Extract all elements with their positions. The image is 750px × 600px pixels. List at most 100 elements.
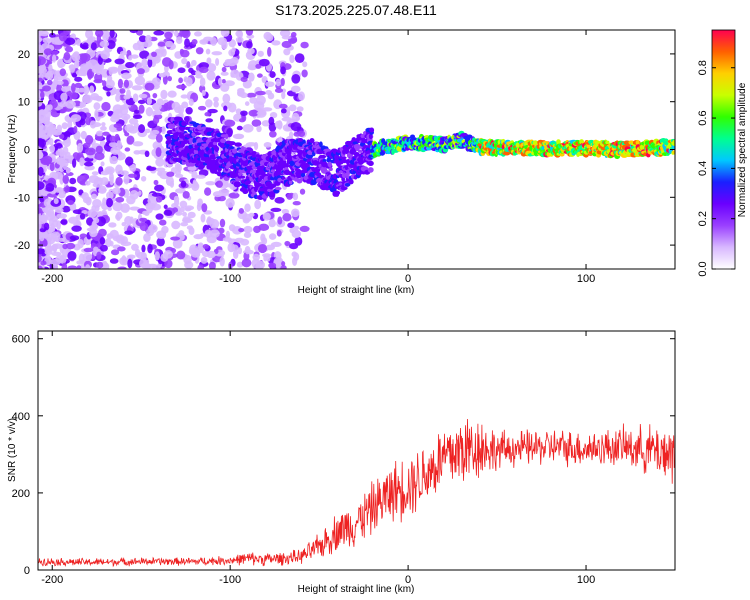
spectrogram-ridge-blob — [340, 186, 348, 191]
spectrogram-noise-blob — [263, 31, 272, 41]
spectrogram-noise-blob — [54, 187, 64, 193]
spectrogram-ridge-blob — [288, 179, 293, 185]
spectrogram-noise-blob — [179, 30, 189, 37]
spectrogram-noise-blob — [62, 243, 68, 250]
spectrogram-noise-blob — [288, 104, 297, 112]
spectrogram-noise-blob — [83, 247, 94, 253]
spectrogram-noise-blob — [181, 101, 189, 109]
spectrogram-noise-blob — [204, 112, 211, 117]
spectrogram-noise-blob — [86, 217, 94, 226]
spectrogram-noise-blob — [248, 60, 259, 70]
spectrogram-noise-blob — [209, 229, 220, 238]
spectrogram-noise-blob — [43, 48, 53, 56]
spectrogram-noise-blob — [278, 103, 288, 109]
spectrogram-noise-blob — [148, 224, 158, 233]
spectrogram-ridge-blob — [339, 156, 347, 160]
spectrogram-noise-blob — [79, 101, 87, 108]
spectrogram-noise-blob — [279, 30, 291, 37]
spectrogram-noise-blob — [206, 57, 212, 65]
spectrogram-ridge-blob — [255, 154, 260, 158]
spectrogram-noise-blob — [222, 93, 231, 104]
spectrogram-noise-blob — [89, 120, 97, 129]
spectrogram-noise-blob — [61, 79, 69, 88]
spectrogram-noise-blob — [69, 235, 80, 241]
spectrogram-noise-blob — [110, 249, 120, 256]
spectrogram-ytick-label: 0 — [24, 145, 30, 157]
spectrogram-noise-blob — [220, 71, 229, 76]
spectrogram-noise-blob — [187, 211, 196, 219]
spectrogram-noise-blob — [125, 94, 131, 100]
spectrogram-ridge-blob — [348, 179, 354, 185]
spectrogram-noise-blob — [186, 61, 191, 69]
spectrogram-noise-blob — [45, 121, 54, 132]
spectrogram-noise-blob — [180, 94, 189, 99]
spectrogram-noise-blob — [174, 199, 180, 207]
spectrogram-noise-blob — [273, 257, 284, 267]
spectrogram-noise-blob — [192, 179, 197, 189]
spectrogram-noise-blob — [66, 90, 72, 96]
spectrogram-noise-blob — [115, 196, 125, 203]
spectrogram-noise-blob — [152, 92, 158, 99]
spectrogram-noise-blob — [152, 265, 157, 269]
spectrogram-noise-blob — [129, 206, 141, 211]
spectrogram-ridge-blob — [240, 175, 246, 179]
spectrogram-noise-blob — [128, 55, 133, 61]
spectrogram-noise-blob — [244, 245, 251, 255]
spectrogram-noise-blob — [63, 30, 71, 35]
spectrogram-noise-blob — [38, 99, 43, 107]
snr-series-line — [38, 418, 675, 568]
spectrogram-noise-blob — [76, 175, 87, 185]
spectrogram-xtick-label: 0 — [405, 273, 411, 285]
spectrogram-noise-blob — [120, 170, 129, 176]
spectrogram-noise-blob — [209, 219, 220, 229]
spectrogram-noise-blob — [60, 219, 68, 225]
spectrogram-noise-blob — [242, 123, 254, 133]
spectrogram-ridge-blob — [358, 149, 363, 153]
snr-panel: -200 -100 0 100 0 200 400 600 Height of straigh… — [7, 330, 676, 595]
spectrogram-noise-blob — [156, 230, 167, 240]
spectrogram-noise-blob — [73, 125, 78, 134]
spectrogram-noise-blob — [126, 195, 136, 205]
spectrogram-noise-blob — [38, 265, 43, 269]
spectrogram-noise-blob — [217, 77, 223, 86]
spectrogram-noise-blob — [177, 67, 186, 74]
spectrogram-noise-blob — [243, 232, 252, 238]
spectrogram-noise-blob — [40, 260, 47, 266]
spectrogram-noise-blob — [160, 253, 169, 262]
spectrogram-noise-blob — [280, 77, 285, 87]
spectrogram-noise-blob — [153, 179, 159, 186]
spectrogram-noise-blob — [116, 140, 122, 151]
spectrogram-noise-blob — [147, 133, 159, 140]
spectrogram-noise-blob — [188, 98, 194, 106]
spectrogram-noise-blob — [71, 225, 82, 232]
spectrogram-noise-blob — [129, 163, 137, 172]
spectrogram-ytick-label: 10 — [18, 97, 30, 109]
spectrogram-noise-blob — [269, 130, 277, 138]
spectrogram-noise-blob — [204, 229, 213, 239]
spectrogram-noise-blob — [287, 222, 295, 229]
spectrogram-noise-blob — [155, 49, 164, 58]
spectrogram-noise-blob — [294, 53, 305, 64]
spectrogram-noise-blob — [219, 218, 226, 228]
snr-xtick-label: -100 — [219, 574, 241, 586]
spectrogram-noise-blob — [281, 35, 292, 40]
spectrogram-noise-blob — [62, 164, 68, 171]
spectrogram-noise-blob — [68, 216, 79, 224]
spectrogram-noise-blob — [156, 237, 165, 247]
spectrogram-noise-blob — [106, 91, 111, 97]
spectrogram-noise-blob — [155, 195, 163, 203]
spectrogram-noise-blob — [94, 72, 103, 83]
spectrogram-noise-blob — [46, 79, 53, 86]
spectrogram-noise-blob — [262, 212, 271, 221]
spectrogram-noise-blob — [95, 261, 104, 269]
spectrogram-noise-blob — [147, 243, 153, 254]
spectrogram-noise-blob — [92, 199, 102, 208]
spectrogram-y-label: Frequency (Hz) — [7, 115, 18, 184]
spectrogram-noise-blob — [197, 264, 205, 269]
spectrogram-ytick-label: 20 — [18, 49, 30, 61]
spectrogram-noise-blob — [39, 30, 49, 37]
spectrogram-ridge-blob — [165, 135, 172, 141]
spectrogram-ridge-blob — [317, 174, 325, 179]
spectrogram-noise-blob — [117, 246, 126, 252]
spectrogram-noise-blob — [38, 138, 46, 148]
